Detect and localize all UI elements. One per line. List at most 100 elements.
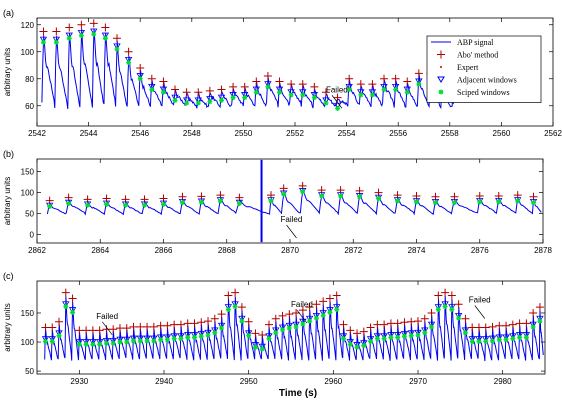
abo-marker xyxy=(495,321,504,330)
adjacent-marker xyxy=(345,83,353,91)
adjacent-marker xyxy=(468,336,476,343)
adjacent-marker xyxy=(488,335,497,342)
y-tick-label: 100 xyxy=(21,48,35,57)
sciped-marker xyxy=(171,336,177,342)
abo-marker xyxy=(163,321,172,330)
sciped-marker xyxy=(334,306,340,312)
sciped-marker xyxy=(49,338,55,344)
x-tick-label: 2558 xyxy=(441,129,459,138)
sciped-marker xyxy=(381,336,387,342)
abo-marker xyxy=(420,314,429,323)
abo-marker xyxy=(319,297,328,306)
legend-swatch-expert xyxy=(440,66,442,68)
abo-marker xyxy=(386,319,395,328)
adjacent-marker xyxy=(217,322,226,330)
abo-marker xyxy=(414,317,422,326)
adjacent-marker xyxy=(299,318,307,325)
y-tick-label: 50 xyxy=(25,367,34,376)
abo-marker xyxy=(298,306,307,315)
adjacent-marker xyxy=(124,56,133,64)
sciped-marker xyxy=(347,341,353,347)
abo-marker xyxy=(353,329,362,338)
adjacent-marker xyxy=(52,36,61,43)
abo-marker xyxy=(52,27,61,36)
annotation-failed: Failed xyxy=(281,215,303,224)
sciped-marker xyxy=(161,201,166,207)
adjacent-marker xyxy=(48,336,56,343)
sciped-marker xyxy=(414,199,419,205)
sciped-marker xyxy=(242,95,248,101)
abo-marker xyxy=(217,85,226,94)
adjacent-marker xyxy=(310,92,319,99)
adjacent-marker xyxy=(95,339,104,346)
sciped-marker xyxy=(217,198,223,204)
sciped-marker xyxy=(323,100,329,106)
abo-marker xyxy=(61,288,70,297)
abo-marker xyxy=(403,77,412,86)
sciped-marker xyxy=(158,337,164,343)
legend-swatch-sciped xyxy=(438,89,444,95)
abo-marker xyxy=(414,69,423,78)
adjacent-marker xyxy=(101,32,110,39)
abo-marker xyxy=(278,311,287,320)
annotation-failed: Failed xyxy=(96,312,118,321)
sciped-marker xyxy=(110,340,116,346)
adjacent-marker xyxy=(407,330,415,337)
abo-marker xyxy=(481,323,490,332)
legend-entry-label: Expert xyxy=(457,63,479,72)
adjacent-marker xyxy=(403,86,411,93)
adjacent-marker xyxy=(529,321,537,328)
sciped-marker xyxy=(422,330,428,336)
y-axis-title: arbitrary units xyxy=(3,177,12,225)
sciped-marker xyxy=(198,199,204,205)
sciped-marker xyxy=(164,337,170,343)
sciped-marker xyxy=(225,306,231,312)
abo-marker xyxy=(183,319,192,328)
sciped-marker xyxy=(358,92,364,98)
abo-marker xyxy=(529,308,538,317)
adjacent-marker xyxy=(353,342,361,349)
abo-marker xyxy=(217,310,226,319)
adjacent-marker xyxy=(454,312,463,320)
abo-marker xyxy=(82,326,91,335)
markers xyxy=(41,288,544,352)
abo-marker xyxy=(194,88,203,97)
abo-marker xyxy=(356,80,365,89)
adjacent-marker xyxy=(346,339,354,346)
abo-marker xyxy=(474,323,483,332)
abo-marker xyxy=(176,320,185,329)
adjacent-marker xyxy=(326,307,334,314)
sciped-marker xyxy=(327,309,333,315)
x-tick-label: 2560 xyxy=(493,129,511,138)
sciped-marker xyxy=(207,99,213,105)
sciped-marker xyxy=(66,201,72,207)
sciped-marker xyxy=(311,95,317,101)
adjacent-marker xyxy=(150,335,158,342)
adjacent-marker xyxy=(292,321,300,328)
sciped-marker xyxy=(307,318,313,324)
adjacent-marker xyxy=(502,334,510,341)
adjacent-marker xyxy=(368,89,377,96)
sciped-marker xyxy=(123,202,129,208)
sciped-marker xyxy=(408,333,414,339)
sciped-marker xyxy=(456,315,462,321)
sciped-marker xyxy=(483,338,489,344)
sciped-marker xyxy=(374,336,380,342)
adjacent-marker xyxy=(204,329,212,337)
abo-marker xyxy=(39,27,48,36)
sciped-marker xyxy=(335,105,341,111)
adjacent-marker xyxy=(272,327,280,334)
sciped-marker xyxy=(78,33,84,39)
sciped-marker xyxy=(432,200,438,206)
adjacent-marker xyxy=(197,330,205,338)
abo-marker xyxy=(271,314,280,323)
abo-marker xyxy=(332,291,341,300)
adjacent-marker xyxy=(159,86,168,93)
adjacent-marker xyxy=(427,321,436,328)
annotation-failed: Failed xyxy=(469,296,491,305)
sciped-marker xyxy=(219,325,225,331)
sciped-marker xyxy=(477,199,483,205)
abo-marker xyxy=(275,77,284,86)
sciped-marker xyxy=(126,60,132,66)
abo-marker xyxy=(101,23,110,32)
